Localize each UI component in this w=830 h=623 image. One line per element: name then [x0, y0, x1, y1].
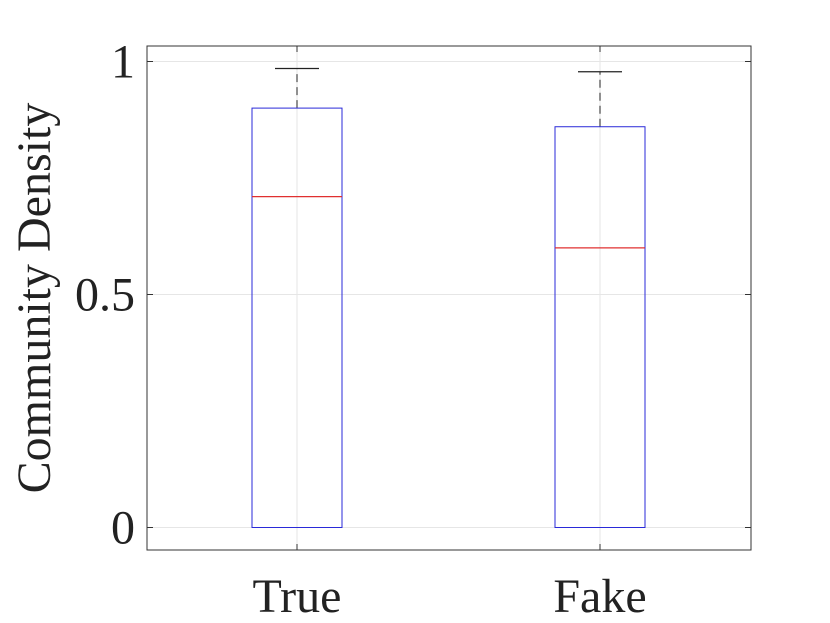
box-fake	[554, 71, 646, 529]
box-plots	[251, 67, 646, 529]
y-axis-ticks: 00.51	[75, 36, 751, 555]
y-tick-label: 0	[111, 502, 135, 555]
iqr-box	[251, 107, 343, 528]
box-true	[251, 67, 343, 528]
x-tick-label: True	[253, 570, 342, 623]
grid-lines	[147, 46, 751, 550]
y-tick-label: 0.5	[75, 269, 135, 322]
x-tick-label: Fake	[553, 570, 646, 623]
y-tick-label: 1	[111, 36, 135, 89]
axes-frame	[146, 45, 752, 551]
iqr-box	[554, 126, 646, 529]
x-axis-ticks: True Fake	[253, 46, 647, 623]
y-axis-label: Community Density	[8, 103, 61, 494]
